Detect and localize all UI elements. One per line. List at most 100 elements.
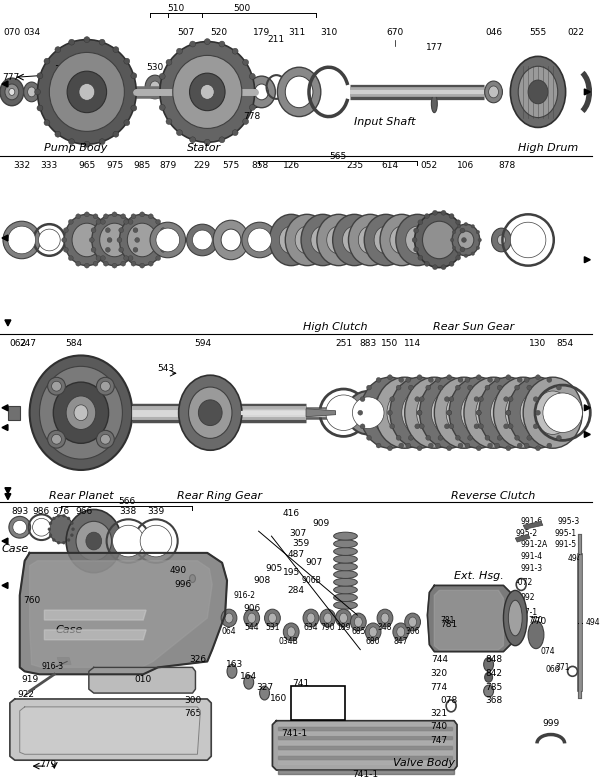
Ellipse shape: [441, 265, 446, 269]
Ellipse shape: [74, 405, 88, 420]
Text: 991-5: 991-5: [555, 540, 577, 550]
Text: 531: 531: [265, 623, 280, 633]
Ellipse shape: [449, 397, 454, 402]
Ellipse shape: [485, 435, 490, 440]
Ellipse shape: [409, 617, 416, 627]
Ellipse shape: [242, 60, 248, 65]
Ellipse shape: [68, 39, 74, 45]
Ellipse shape: [190, 575, 196, 583]
Text: 177: 177: [426, 43, 443, 52]
Text: 160: 160: [270, 695, 287, 703]
Ellipse shape: [413, 228, 419, 233]
Ellipse shape: [280, 226, 303, 254]
Ellipse shape: [413, 247, 419, 252]
Ellipse shape: [52, 539, 55, 542]
Ellipse shape: [476, 410, 481, 415]
Ellipse shape: [205, 139, 210, 145]
Polygon shape: [5, 493, 11, 500]
Ellipse shape: [190, 73, 225, 110]
Ellipse shape: [508, 601, 522, 636]
Ellipse shape: [38, 229, 60, 251]
Ellipse shape: [556, 435, 562, 440]
Ellipse shape: [5, 84, 19, 99]
Text: 685: 685: [351, 627, 365, 637]
Text: 371: 371: [556, 663, 570, 672]
Text: 765: 765: [184, 709, 201, 718]
Polygon shape: [523, 521, 543, 529]
Ellipse shape: [415, 424, 420, 429]
Ellipse shape: [419, 397, 424, 402]
Ellipse shape: [547, 377, 552, 382]
Ellipse shape: [176, 130, 182, 135]
Ellipse shape: [372, 391, 407, 435]
Polygon shape: [44, 610, 146, 620]
Ellipse shape: [517, 377, 522, 382]
Ellipse shape: [112, 263, 117, 268]
Ellipse shape: [417, 446, 422, 451]
Ellipse shape: [221, 609, 237, 627]
Ellipse shape: [100, 223, 130, 257]
Ellipse shape: [8, 226, 35, 254]
Ellipse shape: [479, 397, 484, 402]
Text: 555: 555: [529, 28, 547, 37]
Ellipse shape: [369, 627, 377, 637]
Polygon shape: [584, 431, 590, 438]
Ellipse shape: [533, 424, 538, 429]
Ellipse shape: [438, 385, 443, 390]
Text: 966: 966: [75, 507, 92, 516]
Text: Reverse Clutch: Reverse Clutch: [451, 491, 536, 500]
Ellipse shape: [418, 255, 423, 260]
Polygon shape: [20, 707, 200, 754]
Ellipse shape: [145, 75, 165, 99]
Ellipse shape: [72, 223, 101, 257]
Text: 306: 306: [405, 627, 420, 637]
Text: 975: 975: [106, 161, 123, 171]
Text: Parts: Parts: [305, 705, 331, 716]
Ellipse shape: [445, 424, 449, 429]
Ellipse shape: [157, 89, 163, 95]
Ellipse shape: [49, 534, 52, 536]
Ellipse shape: [303, 609, 319, 627]
Text: 211: 211: [268, 35, 285, 44]
Ellipse shape: [409, 385, 413, 390]
Text: 976: 976: [53, 507, 70, 516]
Ellipse shape: [334, 539, 358, 548]
Polygon shape: [2, 424, 8, 431]
Ellipse shape: [360, 377, 419, 448]
Ellipse shape: [565, 410, 570, 415]
Ellipse shape: [388, 446, 392, 451]
Text: 848: 848: [485, 655, 502, 664]
Bar: [8, 406, 20, 420]
Ellipse shape: [424, 214, 430, 218]
Ellipse shape: [161, 247, 166, 252]
Ellipse shape: [113, 47, 119, 52]
Ellipse shape: [67, 539, 70, 542]
Polygon shape: [278, 770, 454, 774]
Ellipse shape: [76, 214, 80, 218]
Ellipse shape: [49, 521, 52, 525]
Polygon shape: [515, 534, 530, 542]
Text: 126: 126: [283, 161, 300, 171]
Ellipse shape: [91, 247, 96, 252]
Ellipse shape: [488, 443, 493, 448]
Text: 770: 770: [529, 615, 544, 625]
Ellipse shape: [478, 238, 482, 242]
Ellipse shape: [485, 81, 502, 103]
Polygon shape: [278, 752, 452, 754]
Text: 854: 854: [556, 339, 573, 348]
Text: 326: 326: [189, 655, 206, 664]
Ellipse shape: [92, 215, 137, 265]
Ellipse shape: [520, 391, 556, 435]
Ellipse shape: [334, 594, 358, 601]
Ellipse shape: [528, 621, 544, 648]
Ellipse shape: [360, 397, 365, 402]
Ellipse shape: [128, 256, 133, 261]
Ellipse shape: [436, 377, 440, 382]
Ellipse shape: [106, 247, 110, 252]
Ellipse shape: [140, 263, 145, 268]
Ellipse shape: [380, 215, 424, 265]
Ellipse shape: [397, 627, 405, 637]
Ellipse shape: [476, 246, 479, 250]
Ellipse shape: [67, 71, 107, 113]
Ellipse shape: [452, 224, 480, 256]
